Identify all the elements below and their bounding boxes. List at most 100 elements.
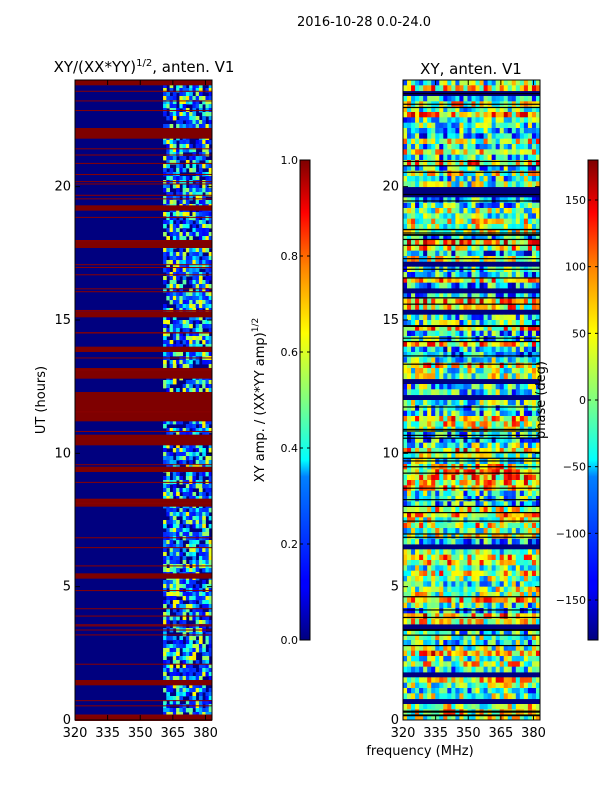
phase-cell [487,218,493,225]
amplitude-cell [202,424,206,429]
phase-cell [499,282,505,289]
phase-cell [415,250,420,257]
phase-cell [443,330,448,337]
phase-cell [431,538,436,545]
phase-cell [467,512,472,518]
phase-cell [431,480,436,486]
amplitude-cell [192,452,197,457]
phase-cell [503,213,509,220]
phase-cell [407,501,412,508]
phase-cell [403,554,408,561]
phase-cell [479,373,484,380]
phase-cell [531,480,537,486]
phase-cell [511,181,517,188]
phase-cell [531,149,537,156]
amplitude-cell [202,340,206,345]
amplitude-cell [182,688,187,693]
phase-cell [439,277,444,284]
phase-cell [531,128,537,134]
phase-cell [423,560,428,566]
phase-cell [507,501,513,508]
amplitude-cell [176,332,180,337]
phase-cell [447,149,452,156]
phase-cell [511,592,517,598]
phase-cell [411,336,416,342]
amplitude-cell [208,592,213,597]
amplitude-cell [205,600,210,605]
amplitude-cell [179,456,184,461]
amplitude-cell [176,488,180,493]
amplitude-cell [172,460,177,465]
phase-cell [499,250,505,257]
amplitude-cell [169,708,174,713]
amplitude-cell [189,124,193,129]
phase-cell [451,250,456,257]
phase-cell [443,517,448,524]
phase-cell [427,405,432,412]
phase-cell [467,560,472,566]
amplitude-cell [192,648,197,653]
phase-cell [415,330,420,337]
phase-cell [439,357,444,364]
phase-cell [491,373,497,380]
phase-cell [411,602,416,609]
phase-cell [527,144,533,150]
phase-cell [511,218,517,225]
amplitude-cell [169,516,174,521]
amplitude-cell [195,428,200,433]
phase-cell [411,533,416,540]
phase-cell [479,437,484,444]
phase-cell [419,117,424,124]
phase-cell [407,597,412,604]
amplitude-cell [179,656,184,661]
amplitude-cell [198,496,203,501]
phase-cell [411,421,416,428]
phase-cell [411,410,416,417]
phase-cell [411,501,416,508]
flagged-band [75,205,212,211]
phase-cell [423,320,428,326]
phase-cell [447,250,452,257]
phase-cell [491,512,497,518]
amplitude-cell [179,260,184,265]
amplitude-cell [169,328,174,333]
phase-cell [519,144,525,150]
phase-cell [447,213,452,220]
amplitude-cell [163,664,167,669]
amplitude-cell [166,676,170,681]
phase-cell [411,325,416,332]
phase-cell [471,154,476,161]
amplitude-cell [189,616,193,621]
phase-cell [459,325,464,332]
phase-cell [403,122,408,129]
phase-cell [403,250,408,257]
phase-cell [475,373,480,380]
phase-cell [439,517,444,524]
phase-cell [491,453,497,460]
phase-cell [447,496,452,502]
phase-cell [519,592,525,598]
phase-cell [415,181,420,188]
phase-cell [495,352,501,358]
phase-cell [447,442,452,449]
amplitude-cell [166,200,170,205]
phase-cell [443,576,448,582]
phase-cell [451,218,456,225]
amplitude-cell [205,284,210,289]
amplitude-cell [208,292,213,297]
phase-cell [479,293,484,300]
phase-cell [487,154,493,161]
amplitude-cell [179,668,184,673]
amplitude-cell [198,516,203,521]
phase-cell [475,106,480,113]
phase-cell [455,234,460,241]
phase-cell [479,565,484,572]
phase-cell [431,245,436,252]
phase-cell [407,245,412,252]
amplitude-cell [179,168,184,173]
phase-cell [479,133,484,140]
phase-cell [475,384,480,390]
amplitude-cell [169,524,174,529]
phase-cell [523,357,529,364]
phase-cell [475,138,480,145]
